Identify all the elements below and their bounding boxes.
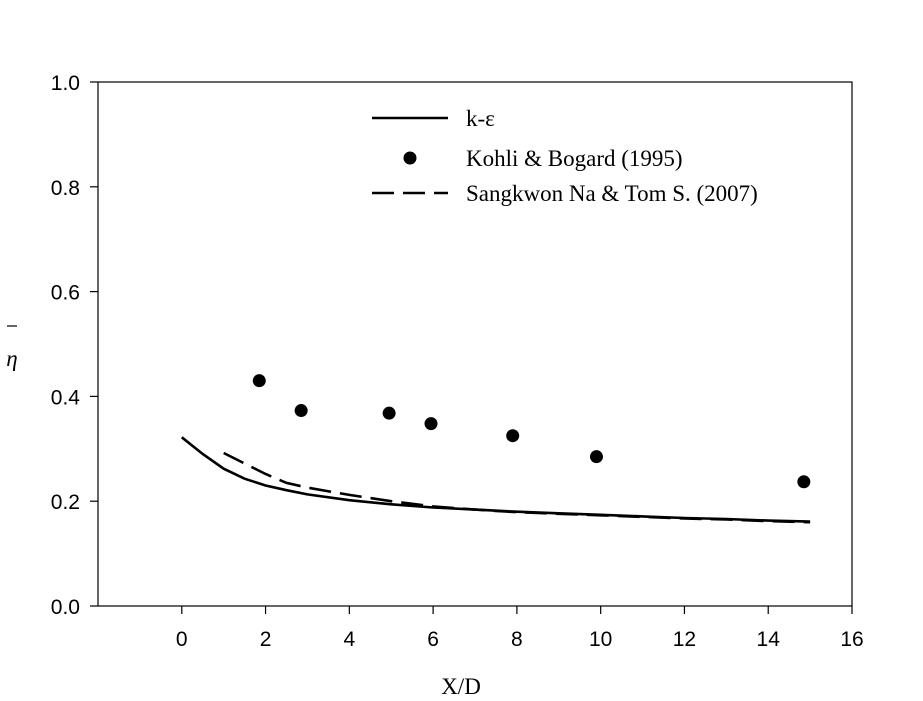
x-tick-label: 8 (511, 628, 523, 651)
data-point (294, 404, 308, 418)
x-tick-label: 4 (343, 628, 355, 651)
x-tick-label: 0 (176, 628, 188, 651)
x-tick-label: 2 (260, 628, 272, 651)
y-tick-label: 0.6 (51, 282, 80, 305)
legend-marker (403, 151, 417, 165)
data-point (506, 429, 520, 443)
series-line-0 (180, 436, 811, 523)
x-tick-label: 16 (840, 628, 863, 651)
x-axis-title: X/D (441, 674, 481, 699)
y-axis-title-group: η (6, 325, 18, 371)
series-line-2 (223, 451, 811, 524)
legend-label: Sangkwon Na & Tom S. (2007) (466, 181, 758, 206)
data-point (797, 475, 811, 489)
legend-label: k-ε (466, 106, 495, 131)
legend-label: Kohli & Bogard (1995) (466, 146, 683, 171)
y-tick-label: 1.0 (51, 72, 80, 95)
y-axis: 0.0 0.2 0.4 0.6 0.8 1.0 (51, 72, 98, 619)
x-axis: 0 2 4 6 8 10 12 14 16 (176, 606, 864, 651)
y-tick-label: 0.2 (51, 491, 80, 514)
series-layer (180, 374, 811, 524)
legend: k-ε Kohli & Bogard (1995) Sangkwon Na & To… (372, 106, 758, 206)
data-point (252, 374, 266, 388)
x-tick-label: 10 (589, 628, 612, 651)
data-point (382, 406, 396, 420)
y-tick-label: 0.4 (51, 386, 81, 409)
x-tick-label: 6 (427, 628, 439, 651)
plot-frame (97, 81, 853, 607)
x-tick-label: 12 (673, 628, 696, 651)
y-tick-label: 0.8 (51, 177, 80, 200)
y-axis-title: η (6, 346, 17, 371)
x-tick-label: 14 (757, 628, 781, 651)
data-point (424, 417, 438, 431)
data-point (589, 450, 603, 464)
y-tick-label: 0.0 (51, 596, 80, 619)
